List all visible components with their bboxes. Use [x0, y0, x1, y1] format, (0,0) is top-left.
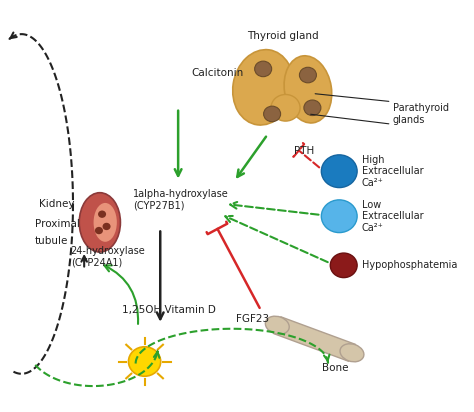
Text: Kidney: Kidney	[39, 199, 75, 209]
Text: Proximal: Proximal	[35, 220, 80, 229]
Text: Parathyroid
glands: Parathyroid glands	[393, 103, 449, 125]
Ellipse shape	[93, 203, 117, 242]
Ellipse shape	[265, 316, 289, 334]
Circle shape	[300, 67, 317, 83]
Ellipse shape	[79, 193, 120, 252]
Text: Low
Extracellular
Ca²⁺: Low Extracellular Ca²⁺	[362, 200, 423, 233]
Text: 1alpha-hydroxylase
(CYP27B1): 1alpha-hydroxylase (CYP27B1)	[133, 189, 229, 211]
Circle shape	[264, 106, 281, 122]
Text: tubule: tubule	[35, 236, 68, 246]
Ellipse shape	[284, 56, 332, 123]
Ellipse shape	[271, 94, 300, 121]
Circle shape	[95, 227, 103, 234]
Text: Thyroid gland: Thyroid gland	[247, 31, 319, 41]
Text: PTH: PTH	[294, 146, 315, 156]
Text: High
Extracellular
Ca²⁺: High Extracellular Ca²⁺	[362, 154, 423, 188]
Text: Bone: Bone	[321, 363, 348, 372]
Text: Calcitonin: Calcitonin	[191, 68, 244, 78]
Text: 1,25OH Vitamin D: 1,25OH Vitamin D	[122, 305, 216, 315]
Circle shape	[304, 100, 321, 115]
Text: 24-hydroxylase
(CYP24A1): 24-hydroxylase (CYP24A1)	[71, 246, 146, 268]
Ellipse shape	[340, 344, 364, 362]
Text: Hypophosphatemia: Hypophosphatemia	[362, 260, 457, 270]
Circle shape	[98, 211, 106, 218]
Circle shape	[255, 61, 272, 77]
Circle shape	[321, 200, 357, 233]
Polygon shape	[273, 317, 356, 361]
Text: FGF23: FGF23	[237, 314, 269, 323]
Circle shape	[321, 155, 357, 187]
Circle shape	[128, 347, 161, 376]
Circle shape	[330, 253, 357, 278]
Circle shape	[102, 223, 110, 230]
Ellipse shape	[233, 49, 293, 125]
